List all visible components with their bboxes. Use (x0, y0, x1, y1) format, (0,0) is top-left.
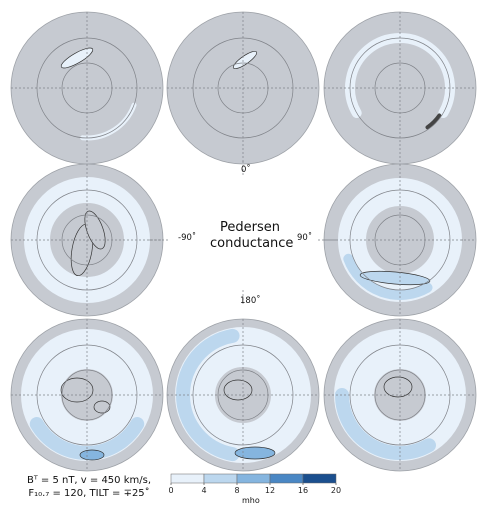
colorbar-bin (171, 474, 204, 483)
region-level-2 (80, 450, 104, 460)
colorbar-unit: mho (242, 497, 260, 505)
inner-gap (94, 401, 110, 413)
polar-panel-row3-col3 (324, 319, 476, 471)
direction-label-bottom: 180˚ (240, 297, 260, 306)
parameter-line-1: Bᵀ = 5 nT, v = 450 km/s, (14, 474, 164, 487)
colorbar-bin (303, 474, 336, 483)
title-line-2: conductance (210, 236, 290, 252)
polar-panel-row1-col1 (11, 12, 163, 164)
colorbar-bin (204, 474, 237, 483)
polar-panel-row1-col2 (167, 12, 319, 164)
colorbar-tick-label: 20 (331, 486, 341, 495)
polar-panel-row3-col2 (167, 319, 319, 471)
colorbar-bin (270, 474, 303, 483)
polar-panel-row1-col3 (324, 12, 476, 164)
colorbar-tick-label: 0 (168, 486, 173, 495)
direction-label-right: 90˚ (297, 234, 312, 243)
parameter-text: Bᵀ = 5 nT, v = 450 km/s, F₁₀.₇ = 120, TI… (14, 474, 164, 500)
region-level-2 (235, 447, 275, 459)
center-title: Pedersen conductance (210, 220, 290, 252)
colorbar-tick-label: 16 (298, 486, 308, 495)
inner-gap (384, 377, 412, 397)
colorbar-tick-label: 12 (265, 486, 275, 495)
colorbar-tick-label: 8 (234, 486, 239, 495)
title-line-1: Pedersen (210, 220, 290, 236)
colorbar: 0 4 8 12 16 20 (168, 474, 341, 495)
polar-panel-row2-col1 (11, 164, 163, 316)
direction-label-top: 0˚ (241, 166, 251, 175)
colorbar-bin (237, 474, 270, 483)
polar-panel-row2-col3 (324, 164, 476, 316)
colorbar-tick-label: 4 (201, 486, 206, 495)
conductance-field (183, 336, 291, 459)
inner-gap (224, 380, 252, 400)
polar-panel-row3-col1 (11, 319, 163, 471)
parameter-line-2: F₁₀.₇ = 120, TILT = ∓25˚ (14, 487, 164, 500)
direction-label-left: -90˚ (178, 234, 196, 243)
